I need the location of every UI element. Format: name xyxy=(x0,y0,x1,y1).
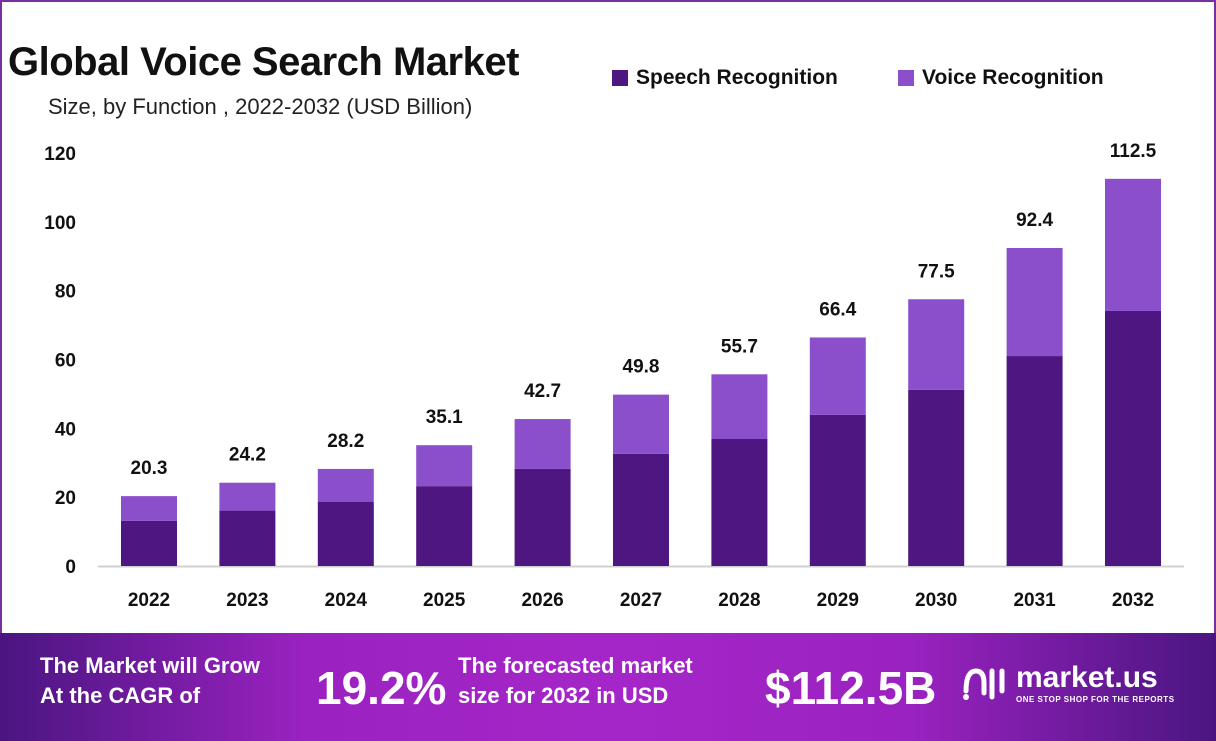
bar-speech-2022 xyxy=(121,520,177,566)
bar-chart: 0 20 40 60 80 100 120 2022 20.3 2023 24.2 2024 28.2 2… xyxy=(44,141,1184,611)
y-tick-label: 40 xyxy=(55,419,76,440)
x-tick-label: 2024 xyxy=(325,590,368,611)
x-tick-label: 2023 xyxy=(226,590,268,611)
x-tick-label: 2027 xyxy=(620,590,662,611)
bar-speech-2028 xyxy=(711,439,768,566)
bar-speech-2023 xyxy=(219,510,276,566)
bar-voice-2028 xyxy=(711,374,768,440)
total-data-label: 55.7 xyxy=(721,336,758,357)
x-tick-label: 2025 xyxy=(423,590,466,611)
y-tick-label: 0 xyxy=(65,557,76,578)
bar-voice-2030 xyxy=(908,299,965,390)
logo-name: market.us xyxy=(1016,661,1158,694)
bar-speech-2026 xyxy=(514,468,571,566)
y-tick-label: 120 xyxy=(44,144,76,165)
x-tick-label: 2029 xyxy=(817,590,859,611)
cagr-value: 19.2% xyxy=(316,662,447,714)
logo-icon xyxy=(963,667,1005,700)
legend-label-speech: Speech Recognition xyxy=(636,66,838,89)
cagr-label-2: At the CAGR of xyxy=(40,683,201,708)
bar-voice-2031 xyxy=(1006,247,1063,357)
x-tick-label: 2031 xyxy=(1013,590,1056,611)
legend-swatch-speech xyxy=(612,70,628,86)
total-data-label: 24.2 xyxy=(229,445,266,466)
legend-swatch-voice xyxy=(898,70,914,86)
cagr-label-1: The Market will Grow xyxy=(40,653,261,678)
y-tick-label: 20 xyxy=(55,488,76,509)
total-data-label: 49.8 xyxy=(623,357,660,378)
bar-voice-2026 xyxy=(514,419,571,469)
x-tick-label: 2022 xyxy=(128,590,170,611)
bar-voice-2027 xyxy=(613,394,669,454)
bar-speech-2031 xyxy=(1006,356,1063,566)
bar-speech-2027 xyxy=(613,453,669,566)
bar-voice-2032 xyxy=(1105,178,1161,311)
legend-label-voice: Voice Recognition xyxy=(922,66,1104,89)
footer-banner: The Market will Grow At the CAGR of 19.2… xyxy=(0,633,1216,741)
total-data-label: 77.5 xyxy=(918,261,955,282)
x-tick-label: 2026 xyxy=(521,590,563,611)
x-tick-label: 2028 xyxy=(718,590,760,611)
bar-voice-2025 xyxy=(416,445,473,487)
x-tick-label: 2030 xyxy=(915,590,957,611)
y-tick-label: 100 xyxy=(44,213,76,234)
bar-speech-2032 xyxy=(1105,310,1161,566)
total-data-label: 92.4 xyxy=(1016,210,1053,231)
bar-voice-2023 xyxy=(219,482,276,511)
forecast-label-1: The forecasted market xyxy=(458,653,693,678)
market-us-logo: market.us ONE STOP SHOP FOR THE REPORTS xyxy=(960,661,1175,704)
x-tick-label: 2032 xyxy=(1112,590,1154,611)
bar-voice-2024 xyxy=(317,468,374,502)
logo-tagline: ONE STOP SHOP FOR THE REPORTS xyxy=(1016,695,1175,704)
y-tick-label: 60 xyxy=(55,351,76,372)
bar-speech-2029 xyxy=(809,414,866,566)
chart-subtitle: Size, by Function , 2022-2032 (USD Billi… xyxy=(48,94,473,119)
total-data-label: 42.7 xyxy=(524,381,561,402)
bar-speech-2030 xyxy=(908,389,965,566)
bar-speech-2024 xyxy=(317,501,374,566)
bar-speech-2025 xyxy=(416,486,473,566)
total-data-label: 28.2 xyxy=(327,431,364,452)
chart-title: Global Voice Search Market xyxy=(8,40,519,84)
total-data-label: 112.5 xyxy=(1110,141,1157,162)
forecast-label-2: size for 2032 in USD xyxy=(458,683,669,708)
total-data-label: 66.4 xyxy=(819,299,856,320)
total-data-label: 20.3 xyxy=(131,458,168,479)
bar-voice-2022 xyxy=(121,496,177,521)
bar-voice-2029 xyxy=(809,337,866,415)
y-tick-label: 80 xyxy=(55,282,76,303)
legend-item-voice: Voice Recognition xyxy=(898,66,1104,90)
legend-item-speech: Speech Recognition xyxy=(612,66,838,90)
total-data-label: 35.1 xyxy=(426,407,463,428)
forecast-value: $112.5B xyxy=(765,662,937,714)
